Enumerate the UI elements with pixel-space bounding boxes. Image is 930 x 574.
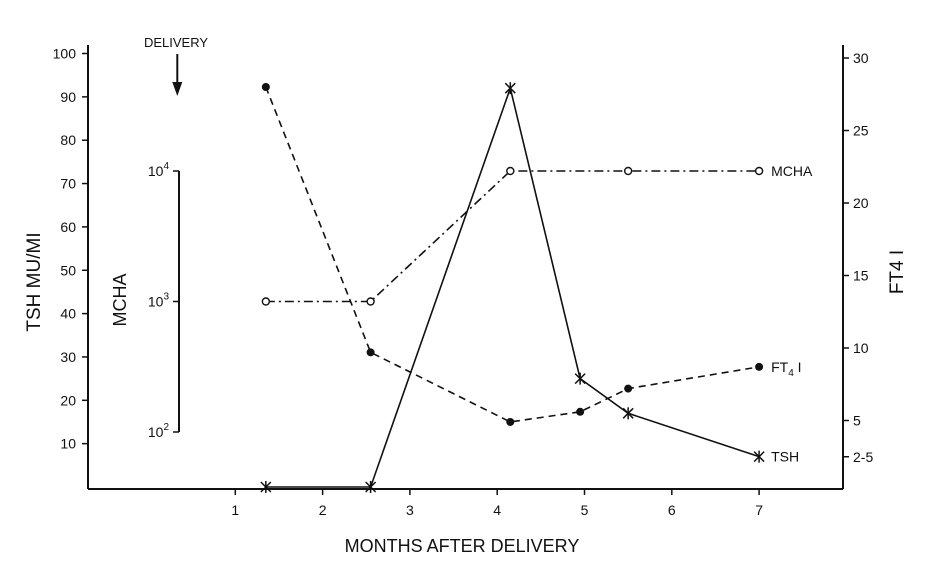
x-tick-label: 3 bbox=[406, 502, 414, 518]
left-tick-label: 100 bbox=[53, 46, 77, 62]
series-label: TSH bbox=[771, 449, 799, 465]
ft4i-point bbox=[261, 83, 270, 91]
series-labels: MCHA FT4 I TSH bbox=[771, 163, 813, 465]
left-tick-label: 30 bbox=[60, 349, 76, 365]
left-tick-label: 40 bbox=[60, 306, 76, 322]
ft4i-point bbox=[755, 362, 764, 371]
x-tick-label: 5 bbox=[581, 502, 589, 518]
right-tick-label: 30 bbox=[853, 50, 869, 66]
left-tick-label: 80 bbox=[60, 132, 76, 148]
series-label: MCHA bbox=[771, 163, 813, 179]
right-tick-label: 20 bbox=[853, 195, 869, 211]
series-line-mcha bbox=[265, 170, 760, 303]
mcha-point bbox=[754, 166, 764, 176]
left-y-axis: 10 20 30 40 50 60 70 80 90 100 bbox=[53, 46, 88, 452]
right-tick-label: 5 bbox=[853, 413, 861, 429]
mcha-log-axis: 102 103 104 bbox=[148, 161, 180, 440]
tsh-point bbox=[753, 450, 765, 463]
mcha-tick-label: 103 bbox=[148, 292, 170, 310]
left-tick-label: 70 bbox=[60, 176, 76, 192]
left-tick-label: 20 bbox=[60, 392, 76, 408]
right-tick-label: 2-5 bbox=[853, 449, 873, 465]
mcha-point bbox=[506, 166, 515, 176]
right-y-axis: 2-5 5 10 15 20 25 30 bbox=[843, 50, 873, 465]
right-tick-label: 10 bbox=[853, 340, 869, 356]
mcha-point bbox=[366, 297, 375, 306]
series-label: FT4 I bbox=[771, 359, 801, 379]
inner-axis-title: MCHA bbox=[110, 274, 130, 327]
tsh-point bbox=[504, 82, 516, 95]
right-tick-label: 15 bbox=[853, 268, 869, 284]
series-line-tsh bbox=[265, 85, 760, 488]
delivery-arrow-head bbox=[172, 82, 183, 96]
tsh-point bbox=[365, 481, 377, 493]
left-tick-label: 60 bbox=[60, 219, 76, 235]
mcha-point bbox=[261, 297, 271, 306]
ft4i-point bbox=[366, 348, 375, 357]
ft4i-point bbox=[576, 407, 585, 416]
mcha-tick-label: 102 bbox=[148, 422, 170, 440]
ft4i-point bbox=[624, 384, 633, 393]
mcha-tick-label: 104 bbox=[148, 161, 170, 179]
tsh-point bbox=[574, 372, 586, 385]
tsh-point bbox=[622, 407, 634, 420]
x-tick-label: 4 bbox=[493, 502, 501, 518]
delivery-annotation: DELIVERY bbox=[144, 35, 208, 50]
series-group bbox=[260, 82, 765, 493]
tsh-point bbox=[260, 481, 272, 493]
x-axis: 1 2 3 4 5 6 7 bbox=[172, 54, 763, 518]
ft4i-point bbox=[506, 417, 515, 426]
x-axis-title: MONTHS AFTER DELIVERY bbox=[345, 536, 580, 556]
right-axis-title: FT4 I bbox=[887, 250, 908, 294]
left-tick-label: 90 bbox=[60, 89, 76, 105]
right-tick-label: 25 bbox=[853, 123, 869, 139]
left-axis-title: TSH MU/MI bbox=[24, 232, 45, 331]
left-tick-label: 10 bbox=[60, 436, 76, 452]
left-tick-label: 50 bbox=[60, 262, 76, 278]
series-line-ft4i bbox=[265, 86, 760, 423]
x-tick-label: 1 bbox=[231, 502, 239, 518]
x-tick-label: 2 bbox=[319, 502, 327, 518]
mcha-point bbox=[623, 166, 633, 176]
x-tick-label: 6 bbox=[668, 502, 676, 518]
x-tick-label: 7 bbox=[755, 502, 763, 518]
plot-frame bbox=[87, 45, 844, 490]
